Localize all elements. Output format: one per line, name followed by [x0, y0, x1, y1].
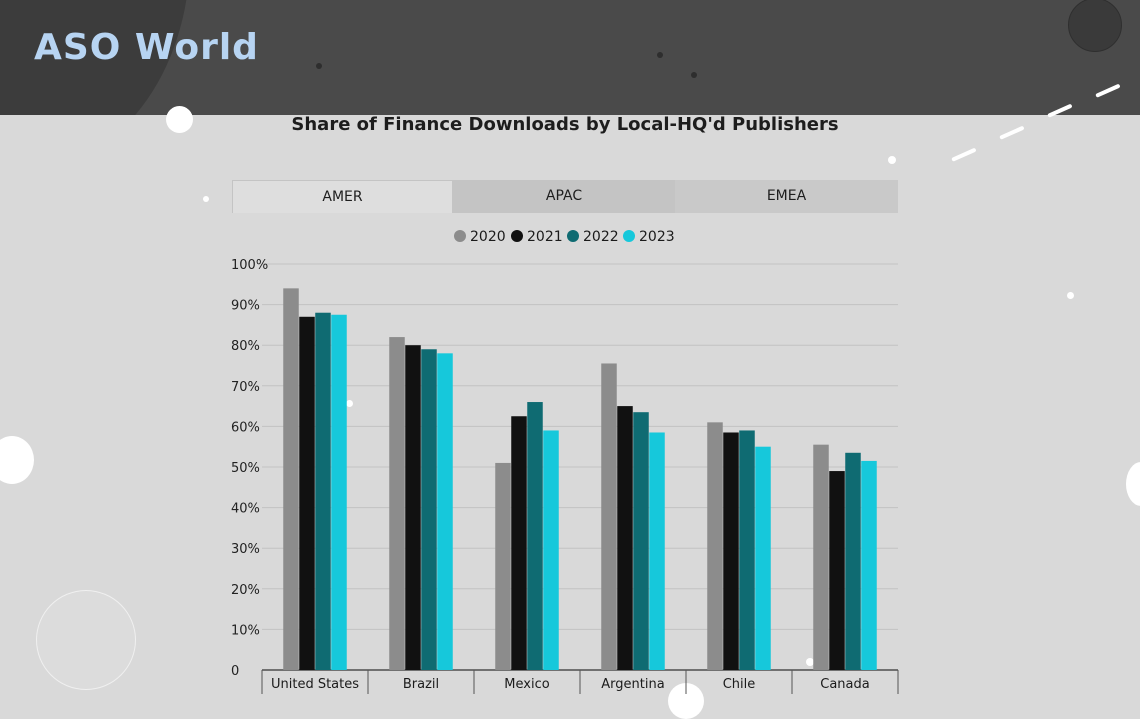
x-tick-label: Canada — [820, 677, 869, 692]
tab-emea[interactable]: EMEA — [675, 180, 898, 213]
decoration-dot — [806, 658, 814, 666]
legend-marker — [511, 230, 523, 242]
bar — [723, 432, 739, 670]
decoration-dot — [888, 156, 896, 164]
bar — [829, 471, 845, 670]
y-tick-label: 70% — [231, 380, 260, 395]
bar — [299, 316, 315, 670]
decoration-bubble — [1126, 462, 1140, 506]
bar — [755, 446, 771, 670]
legend-label: 2022 — [583, 229, 619, 245]
chart-title: Share of Finance Downloads by Local-HQ'd… — [291, 114, 839, 135]
bar — [813, 444, 829, 670]
bar — [649, 432, 665, 670]
decoration-dot — [346, 400, 353, 407]
bar — [739, 430, 755, 670]
decoration-ring — [36, 590, 136, 690]
bar — [283, 288, 299, 670]
legend-marker — [623, 230, 635, 242]
y-tick-label: 0 — [231, 664, 239, 679]
bar — [601, 363, 617, 670]
x-tick-label: Brazil — [403, 677, 439, 692]
bar — [633, 412, 649, 670]
bar — [421, 349, 437, 670]
bar — [331, 314, 347, 670]
bar — [861, 460, 877, 670]
tab-amer[interactable]: AMER — [232, 180, 453, 213]
y-tick-label: 30% — [231, 542, 260, 557]
legend-label: 2021 — [527, 229, 563, 245]
region-tabs: AMER APAC EMEA — [232, 180, 898, 213]
bar — [527, 402, 543, 670]
decoration-dot — [657, 52, 663, 58]
x-tick-label: Mexico — [504, 677, 549, 692]
tab-apac[interactable]: APAC — [453, 180, 675, 213]
bar — [707, 422, 723, 670]
bar — [511, 416, 527, 670]
y-tick-label: 40% — [231, 502, 260, 517]
y-tick-label: 20% — [231, 583, 260, 598]
bar — [617, 406, 633, 670]
x-tick-label: United States — [271, 677, 359, 692]
y-tick-label: 10% — [231, 623, 260, 638]
y-tick-label: 90% — [231, 299, 260, 314]
header-band — [0, 0, 1140, 115]
bar — [437, 353, 453, 670]
y-tick-label: 60% — [231, 420, 260, 435]
x-tick-label: Chile — [723, 677, 756, 692]
y-tick-label: 100% — [231, 258, 268, 273]
legend-marker — [567, 230, 579, 242]
decoration-dot — [691, 72, 697, 78]
y-tick-label: 50% — [231, 461, 260, 476]
legend-label: 2020 — [470, 229, 506, 245]
bar — [495, 462, 511, 670]
y-tick-label: 80% — [231, 339, 260, 354]
bar — [389, 337, 405, 670]
legend-marker — [454, 230, 466, 242]
bar-chart: 0 10% 20% 30% 40% 50% 60% 70% 80% 90% 100% United S… — [231, 229, 899, 694]
brand-logo: ASO World — [34, 27, 259, 68]
x-tick-label: Argentina — [601, 677, 664, 692]
decoration-dot — [316, 63, 322, 69]
bar — [405, 345, 421, 670]
decoration-bubble — [0, 436, 34, 484]
bar — [315, 312, 331, 670]
decoration-dot — [203, 196, 209, 202]
decoration-dot — [1067, 292, 1074, 299]
bar — [845, 452, 861, 670]
decoration-bubble — [166, 106, 193, 133]
bar — [543, 430, 559, 670]
header-decoration-circle — [1068, 0, 1122, 52]
legend-label: 2023 — [639, 229, 675, 245]
